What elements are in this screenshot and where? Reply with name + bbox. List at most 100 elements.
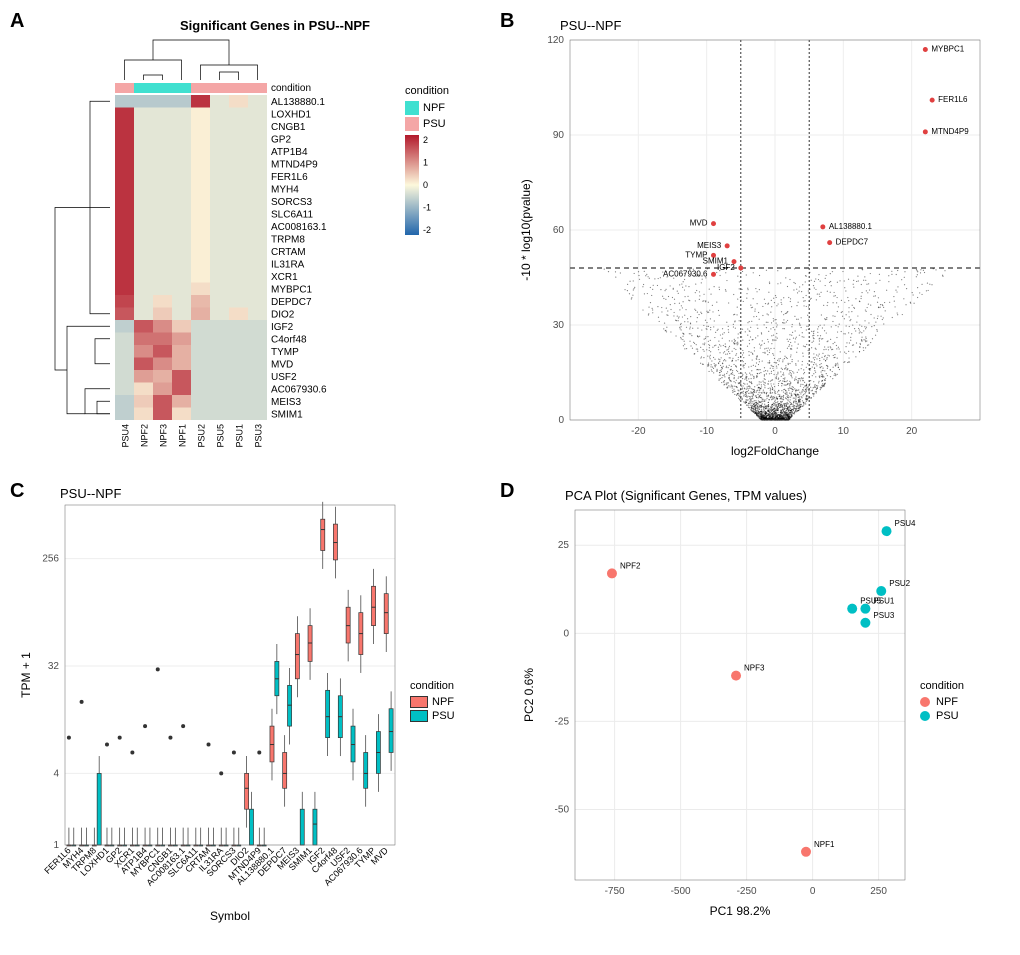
svg-text:AC008163.1: AC008163.1 [271, 222, 327, 233]
legend-condition-title: condition [405, 85, 449, 97]
svg-text:MTND4P9: MTND4P9 [931, 127, 969, 136]
svg-text:MYBPC1: MYBPC1 [931, 45, 964, 54]
panel-d-label: D [500, 480, 514, 503]
volcano-chart: PSU--NPF-20-10010200306090120MYBPC1FER1L… [500, 10, 1010, 480]
svg-text:-2: -2 [423, 225, 431, 235]
svg-text:AC067930.6: AC067930.6 [663, 269, 708, 278]
svg-text:C4orf48: C4orf48 [271, 335, 307, 346]
panel-c: C PSU--NPF1432256FER1L6MYH4TRPM8LOXHD1GP… [10, 480, 500, 945]
svg-text:MYBPC1: MYBPC1 [271, 285, 313, 296]
svg-text:PSU5: PSU5 [215, 424, 225, 448]
svg-text:NPF3: NPF3 [158, 424, 168, 447]
svg-text:90: 90 [553, 130, 565, 141]
svg-text:FER1L6: FER1L6 [938, 95, 968, 104]
svg-text:25: 25 [558, 540, 570, 551]
svg-text:PSU4: PSU4 [120, 424, 130, 448]
svg-text:log2FoldChange: log2FoldChange [731, 444, 819, 458]
svg-text:20: 20 [906, 426, 918, 437]
svg-text:MYH4: MYH4 [271, 185, 299, 196]
svg-text:PSU--NPF: PSU--NPF [60, 486, 121, 501]
svg-text:Significant Genes in PSU--NPF: Significant Genes in PSU--NPF [180, 18, 370, 33]
heatmap-legend-condition: condition NPFPSU [405, 85, 449, 133]
svg-text:CNGB1: CNGB1 [271, 122, 306, 133]
svg-text:-500: -500 [671, 886, 691, 897]
svg-text:PC1 98.2%: PC1 98.2% [710, 904, 771, 918]
svg-text:LOXHD1: LOXHD1 [271, 110, 311, 121]
svg-text:NPF1: NPF1 [814, 840, 835, 849]
svg-text:1: 1 [423, 158, 428, 168]
svg-text:Symbol: Symbol [210, 909, 250, 923]
svg-text:USF2: USF2 [271, 372, 297, 383]
svg-text:-20: -20 [631, 426, 646, 437]
boxplot-legend: condition NPFPSU [410, 680, 455, 724]
svg-text:TPM + 1: TPM + 1 [19, 652, 33, 698]
svg-text:SMIM1: SMIM1 [271, 410, 303, 421]
svg-text:MEIS3: MEIS3 [697, 241, 722, 250]
svg-text:DEPDC7: DEPDC7 [836, 238, 869, 247]
figure-grid: A Significant Genes in PSU--NPF condition… [10, 10, 1010, 945]
panel-b-label: B [500, 10, 514, 33]
svg-text:XCR1: XCR1 [271, 272, 298, 283]
svg-text:32: 32 [48, 661, 60, 672]
svg-text:-750: -750 [605, 886, 625, 897]
svg-text:-10 * log10(pvalue): -10 * log10(pvalue) [519, 179, 533, 280]
heatmap-colorbar: 2 1 0 -1 -2 [405, 135, 475, 245]
svg-text:DEPDC7: DEPDC7 [271, 297, 312, 308]
svg-text:DIO2: DIO2 [271, 310, 295, 321]
svg-text:-1: -1 [423, 203, 431, 213]
svg-text:1: 1 [53, 840, 59, 851]
heatmap-chart: Significant Genes in PSU--NPFconditionAL… [10, 10, 500, 480]
svg-text:MEIS3: MEIS3 [271, 397, 301, 408]
svg-text:30: 30 [553, 320, 565, 331]
svg-text:-10: -10 [699, 426, 714, 437]
svg-text:10: 10 [838, 426, 850, 437]
svg-text:NPF2: NPF2 [139, 424, 149, 447]
panel-b: B PSU--NPF-20-10010200306090120MYBPC1FER… [500, 10, 1010, 480]
svg-text:120: 120 [547, 35, 564, 46]
svg-text:PSU3: PSU3 [873, 611, 894, 620]
svg-text:ATP1B4: ATP1B4 [271, 147, 308, 158]
svg-text:AL138880.1: AL138880.1 [829, 222, 873, 231]
svg-text:MVD: MVD [690, 219, 708, 228]
svg-text:PSU1: PSU1 [234, 424, 244, 448]
svg-text:MTND4P9: MTND4P9 [271, 160, 318, 171]
panel-c-label: C [10, 480, 24, 503]
svg-text:NPF3: NPF3 [744, 664, 765, 673]
svg-text:4: 4 [53, 768, 59, 779]
panel-a-label: A [10, 10, 24, 33]
svg-text:0: 0 [558, 415, 564, 426]
svg-text:-50: -50 [555, 805, 570, 816]
svg-text:AL138880.1: AL138880.1 [271, 97, 325, 108]
svg-text:SORCS3: SORCS3 [271, 197, 313, 208]
svg-text:PCA Plot (Significant Genes, T: PCA Plot (Significant Genes, TPM values) [565, 488, 807, 503]
svg-text:0: 0 [772, 426, 778, 437]
svg-text:PSU1: PSU1 [873, 597, 894, 606]
pca-legend-title: condition [920, 680, 964, 692]
boxplot-legend-title: condition [410, 680, 455, 692]
svg-text:CRTAM: CRTAM [271, 247, 306, 258]
svg-text:PC2 0.6%: PC2 0.6% [522, 668, 536, 722]
panel-d: D PCA Plot (Significant Genes, TPM value… [500, 480, 1010, 945]
svg-text:TRPM8: TRPM8 [271, 235, 305, 246]
svg-text:NPF1: NPF1 [177, 424, 187, 447]
svg-text:2: 2 [423, 135, 428, 145]
svg-text:GP2: GP2 [271, 135, 291, 146]
svg-text:-250: -250 [737, 886, 757, 897]
svg-text:0: 0 [423, 180, 428, 190]
svg-text:IL31RA: IL31RA [271, 260, 305, 271]
svg-text:60: 60 [553, 225, 565, 236]
svg-text:0: 0 [563, 628, 569, 639]
pca-legend: condition NPFPSU [920, 680, 964, 724]
svg-text:250: 250 [870, 886, 887, 897]
svg-text:PSU2: PSU2 [196, 424, 206, 448]
panel-a: A Significant Genes in PSU--NPF condition… [10, 10, 500, 480]
svg-text:256: 256 [42, 554, 59, 565]
svg-text:condition: condition [271, 83, 311, 94]
svg-text:PSU3: PSU3 [253, 424, 263, 448]
svg-text:-25: -25 [555, 716, 570, 727]
svg-text:FER1L6: FER1L6 [271, 172, 308, 183]
svg-text:0: 0 [810, 886, 816, 897]
svg-text:NPF2: NPF2 [620, 561, 641, 570]
svg-text:MVD: MVD [271, 360, 293, 371]
svg-text:PSU2: PSU2 [889, 579, 910, 588]
